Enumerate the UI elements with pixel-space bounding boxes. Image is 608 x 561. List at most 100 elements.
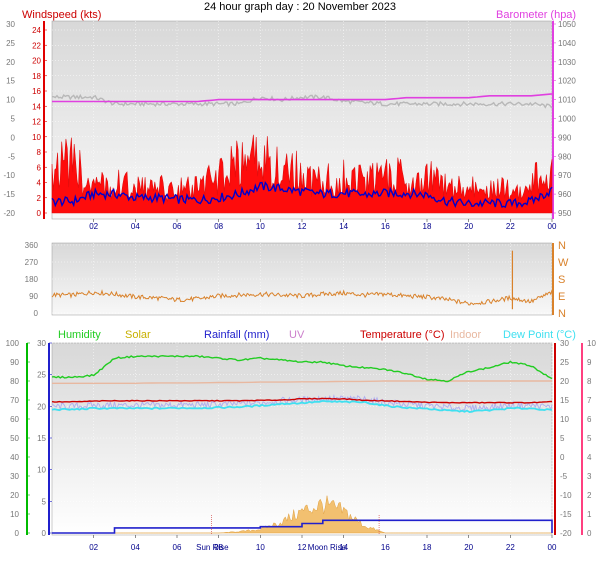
moon-rise-label: Moon Rise (308, 543, 347, 552)
temp-tick--5: -5 (560, 472, 568, 481)
legend-item-6: Dew Point (°C) (503, 329, 576, 341)
series-rainfall-line (52, 519, 553, 534)
series-wind-direction (51, 289, 553, 306)
baro-tick-950: 950 (558, 209, 572, 218)
panel3-rain-ticks: 30 25 20 15 10 5 0 (37, 339, 52, 538)
dir-tick-180: 180 (25, 275, 39, 284)
wind-tick-20: 20 (32, 57, 41, 66)
compass-tick-1: W (558, 257, 569, 269)
outer-tick--10: -10 (3, 171, 15, 180)
compass-tick-3: E (558, 291, 565, 303)
x-tick-label-08: 08 (214, 222, 223, 231)
baro-tick-1050: 1050 (558, 20, 576, 29)
outer-tick-20: 20 (6, 58, 15, 67)
x-tick-label-08: 08 (214, 543, 223, 552)
humidity-tick-0: 0 (15, 529, 20, 538)
series-indoor-line (52, 380, 552, 384)
dir-tick-360: 360 (25, 241, 39, 250)
wind-tick-0: 0 (37, 209, 42, 218)
uv-tick-7: 7 (587, 396, 592, 405)
baro-tick-990: 990 (558, 133, 572, 142)
temp-tick--20: -20 (560, 529, 572, 538)
uv-tick-10: 10 (587, 339, 596, 348)
panel3-series (51, 354, 553, 535)
wind-tick-4: 4 (37, 179, 42, 188)
graph-title: 24 hour graph day : 20 November 2023 (204, 1, 396, 13)
baro-tick-980: 980 (558, 152, 572, 161)
series-dew-point-line (51, 400, 553, 414)
x-tick-label-16: 16 (381, 543, 390, 552)
panel3-legend: Humidity Solar Rainfall (mm) UV Temperature … (58, 329, 576, 341)
uv-tick-0: 0 (587, 529, 592, 538)
rain-tick-0: 0 (42, 529, 47, 538)
x-tick-label-18: 18 (423, 222, 432, 231)
baro-tick-1020: 1020 (558, 77, 576, 86)
sun-rise-label: Sun Rise (196, 543, 229, 552)
x-tick-label-02: 02 (89, 222, 98, 231)
temp-tick-25: 25 (560, 358, 569, 367)
humidity-tick-70: 70 (10, 396, 19, 405)
windspeed-axis-label: Windspeed (kts) (22, 9, 101, 21)
x-tick-label-14: 14 (339, 222, 348, 231)
panel2-gridlines (52, 243, 553, 315)
humidity-tick-40: 40 (10, 453, 19, 462)
baro-tick-1030: 1030 (558, 58, 576, 67)
legend-item-0: Humidity (58, 329, 101, 341)
x-tick-label-00: 00 (548, 543, 557, 552)
x-tick-label-00: 00 (548, 222, 557, 231)
outer-tick-5: 5 (11, 115, 16, 124)
x-tick-label-18: 18 (423, 543, 432, 552)
baro-tick-960: 960 (558, 190, 572, 199)
legend-item-5: Indoor (450, 329, 482, 341)
dir-tick-270: 270 (25, 258, 39, 267)
humidity-tick-30: 30 (10, 472, 19, 481)
temp-tick-5: 5 (560, 434, 565, 443)
humidity-temperature-panel: Humidity Solar Rainfall (mm) UV Temperature … (6, 329, 597, 552)
wind-tick-12: 12 (32, 118, 41, 127)
x-tick-label-12: 12 (298, 543, 307, 552)
panel1-series (51, 93, 553, 214)
dir-tick-0: 0 (34, 309, 39, 318)
outer-tick--15: -15 (3, 190, 15, 199)
temp-tick-30: 30 (560, 339, 569, 348)
rain-tick-25: 25 (37, 371, 46, 380)
humidity-tick-60: 60 (10, 415, 19, 424)
uv-tick-6: 6 (587, 415, 592, 424)
x-tick-label-10: 10 (256, 222, 265, 231)
temp-tick--15: -15 (560, 510, 572, 519)
humidity-tick-100: 100 (6, 339, 20, 348)
compass-tick-2: S (558, 274, 565, 286)
series-temperature-line (51, 397, 553, 404)
temp-tick-20: 20 (560, 377, 569, 386)
x-tick-label-06: 06 (173, 543, 182, 552)
panel3-temp-ticks: 30 25 20 15 10 5 0 -5 -10 -15 -20 (560, 339, 572, 538)
compass-tick-0: N (558, 240, 566, 252)
x-tick-label-12: 12 (298, 222, 307, 231)
wind-tick-18: 18 (32, 72, 41, 81)
x-tick-label-20: 20 (464, 543, 473, 552)
humidity-tick-80: 80 (10, 377, 19, 386)
wind-tick-10: 10 (32, 133, 41, 142)
series-gray-line (52, 93, 553, 109)
x-tick-label-22: 22 (506, 543, 515, 552)
temp-tick--10: -10 (560, 491, 572, 500)
series-humidity-line (51, 354, 553, 383)
panel3-x-ticks: 02 04 06 08 10 12 14 16 18 20 22 00 Sun Rise Moon Ris… (89, 535, 557, 552)
dir-tick-90: 90 (29, 292, 38, 301)
uv-tick-5: 5 (587, 434, 592, 443)
panel2-series (51, 250, 553, 310)
wind-tick-16: 16 (32, 87, 41, 96)
series-avg-wind-line (51, 180, 553, 209)
temp-tick-0: 0 (560, 453, 565, 462)
x-tick-label-06: 06 (173, 222, 182, 231)
wind-tick-6: 6 (37, 163, 42, 172)
x-tick-label-04: 04 (131, 543, 140, 552)
x-tick-label-04: 04 (131, 222, 140, 231)
temp-tick-10: 10 (560, 415, 569, 424)
outer-tick--5: -5 (8, 152, 16, 161)
baro-tick-1040: 1040 (558, 39, 576, 48)
